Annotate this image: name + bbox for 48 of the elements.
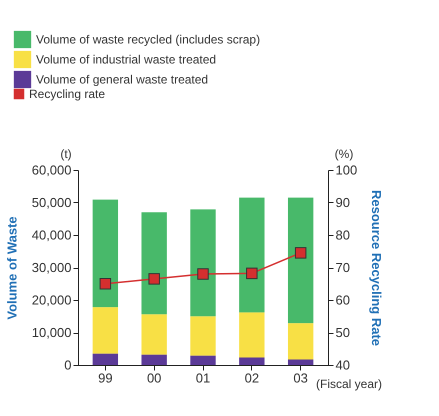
bar xyxy=(92,354,118,365)
bar xyxy=(190,316,216,356)
y2-tick-label: 70 xyxy=(336,260,350,275)
y-tick-label: 20,000 xyxy=(32,292,72,308)
legend-label: Volume of industrial waste treated xyxy=(36,52,216,66)
x-tick-label: 01 xyxy=(196,370,210,386)
y-tick-label: 40,000 xyxy=(32,228,72,242)
y-tick-label: 10,000 xyxy=(32,325,72,340)
bar xyxy=(141,212,167,314)
bar xyxy=(239,358,265,365)
x-tick-label: 00 xyxy=(146,370,162,386)
y2-tick-label: 50 xyxy=(336,325,350,340)
y-axis-title: Volume of Waste xyxy=(4,216,20,320)
point xyxy=(148,273,160,285)
x-tick-label: 99 xyxy=(98,370,113,386)
y2-axis-title: Resource Recycling Rate xyxy=(369,190,384,346)
text: (Fiscal year) xyxy=(316,377,382,391)
legend-label: Volume of waste recycled (includes scrap) xyxy=(36,32,260,46)
x-tick-label: 02 xyxy=(244,370,260,386)
y-tick-label: 50,000 xyxy=(32,195,72,210)
y-tick-label: 30,000 xyxy=(32,260,72,275)
point xyxy=(100,278,112,290)
bar xyxy=(92,200,118,308)
text: (%) xyxy=(334,147,354,161)
bar xyxy=(288,198,314,324)
legend-label: Recycling rate xyxy=(29,87,106,101)
bar xyxy=(190,209,216,316)
y2-tick-label: 40 xyxy=(336,358,350,372)
bar xyxy=(239,312,265,358)
legend-label: Volume of general waste treated xyxy=(36,72,208,86)
bar xyxy=(239,198,265,312)
bar xyxy=(190,356,216,365)
bar xyxy=(141,314,167,355)
point xyxy=(246,268,258,280)
bar xyxy=(141,354,167,365)
bar xyxy=(288,323,314,360)
point xyxy=(294,247,306,259)
bar xyxy=(92,307,118,354)
y-tick-label: 60,000 xyxy=(32,162,72,178)
x-tick-label: 03 xyxy=(293,370,308,386)
text: (t) xyxy=(60,147,72,161)
y2-tick-label: 90 xyxy=(336,195,350,210)
bar xyxy=(288,359,314,365)
point xyxy=(197,268,209,280)
y2-tick-label: 60 xyxy=(336,292,350,308)
y2-tick-label: 80 xyxy=(336,228,350,242)
y2-tick-label: 100 xyxy=(336,162,358,178)
y-tick-label: 0 xyxy=(64,358,72,372)
